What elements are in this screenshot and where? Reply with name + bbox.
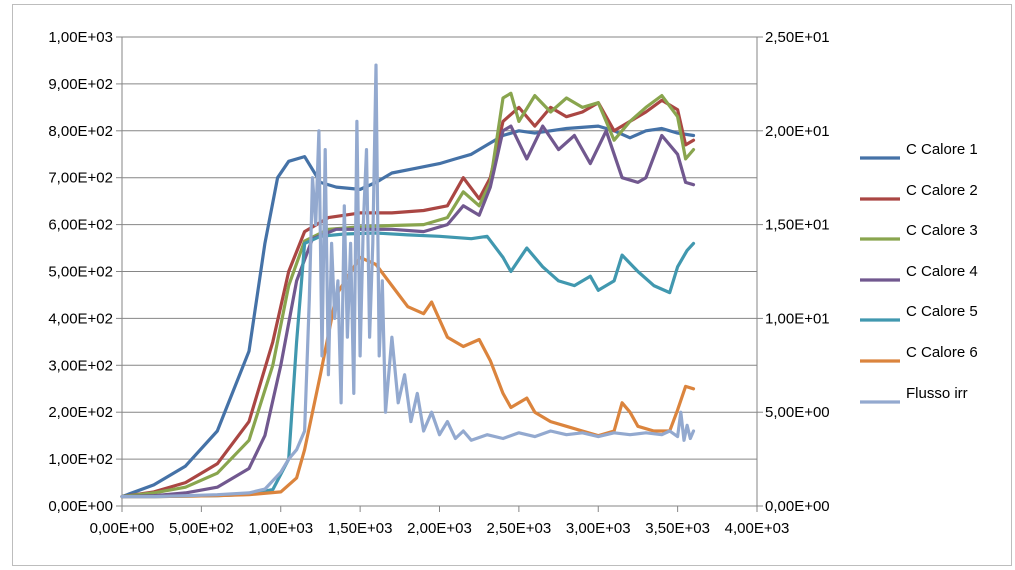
y-tick-label: 3,00E+02 xyxy=(48,357,113,374)
series-line-6 xyxy=(120,255,696,499)
legend-item: C Calore 2 xyxy=(858,179,1008,220)
x-tick-label: 2,00E+03 xyxy=(407,520,472,537)
chart-legend: C Calore 1 C Calore 2 C Calore 3 C Calore 4… xyxy=(858,138,1008,422)
legend-item: C Calore 6 xyxy=(858,341,1008,382)
series-line-5 xyxy=(120,231,696,499)
legend-swatch xyxy=(860,196,900,201)
legend-swatch xyxy=(860,156,900,160)
series-line-3 xyxy=(120,91,696,499)
x-tick-label: 2,50E+03 xyxy=(487,520,552,537)
legend-swatch xyxy=(860,237,900,241)
legend-label: C Calore 5 xyxy=(906,303,978,321)
x-tick-label: 5,00E+02 xyxy=(169,520,234,537)
y-tick-label: 4,00E+02 xyxy=(48,310,113,327)
legend-item: C Calore 5 xyxy=(858,300,1008,341)
series-line-4 xyxy=(120,124,696,499)
y2-tick-label: 1,00E+01 xyxy=(765,310,830,327)
legend-swatch xyxy=(860,318,900,322)
legend-swatch xyxy=(860,278,900,282)
y2-tick-label: 2,50E+01 xyxy=(765,29,830,46)
legend-label: C Calore 3 xyxy=(906,222,978,240)
series-line-7 xyxy=(120,63,696,499)
y-tick-label: 5,00E+02 xyxy=(48,264,113,281)
series-line-1 xyxy=(120,124,696,499)
x-tick-label: 1,50E+03 xyxy=(328,520,393,537)
legend-item: Flusso irr xyxy=(858,382,1008,423)
y-tick-label: 0,00E+00 xyxy=(48,498,113,515)
y2-tick-label: 0,00E+00 xyxy=(765,498,830,515)
tick-labels: 0,00E+00 1,00E+02 2,00E+02 3,00E+02 4,00E+02… xyxy=(48,29,829,537)
y-tick-label: 8,00E+02 xyxy=(48,123,113,140)
grid-lines xyxy=(122,36,757,460)
x-tick-label: 0,00E+00 xyxy=(90,520,155,537)
x-tick-label: 4,00E+03 xyxy=(725,520,790,537)
legend-label: Flusso irr xyxy=(906,384,968,402)
legend-swatch xyxy=(860,359,900,363)
axes xyxy=(116,36,763,512)
y2-tick-label: 5,00E+00 xyxy=(765,404,830,421)
x-tick-label: 3,50E+03 xyxy=(645,520,710,537)
legend-swatch xyxy=(860,399,900,404)
y2-tick-label: 2,00E+01 xyxy=(765,123,830,140)
legend-item: C Calore 4 xyxy=(858,260,1008,301)
legend-label: C Calore 6 xyxy=(906,343,978,361)
x-tick-label: 3,00E+03 xyxy=(566,520,631,537)
y2-tick-label: 1,50E+01 xyxy=(765,217,830,234)
y-tick-label: 1,00E+02 xyxy=(48,451,113,468)
legend-label: C Calore 1 xyxy=(906,141,978,158)
legend-label: C Calore 2 xyxy=(906,181,978,199)
y-tick-label: 1,00E+03 xyxy=(48,29,113,46)
legend-item: C Calore 1 xyxy=(858,138,1008,179)
series-line-2 xyxy=(120,98,696,499)
x-tick-label: 1,00E+03 xyxy=(248,520,313,537)
series-lines xyxy=(120,63,696,499)
y-tick-label: 2,00E+02 xyxy=(48,404,113,421)
y-tick-label: 6,00E+02 xyxy=(48,217,113,234)
y-tick-label: 9,00E+02 xyxy=(48,76,113,93)
legend-item: C Calore 3 xyxy=(858,219,1008,260)
y-tick-label: 7,00E+02 xyxy=(48,170,113,187)
legend-label: C Calore 4 xyxy=(906,262,978,280)
